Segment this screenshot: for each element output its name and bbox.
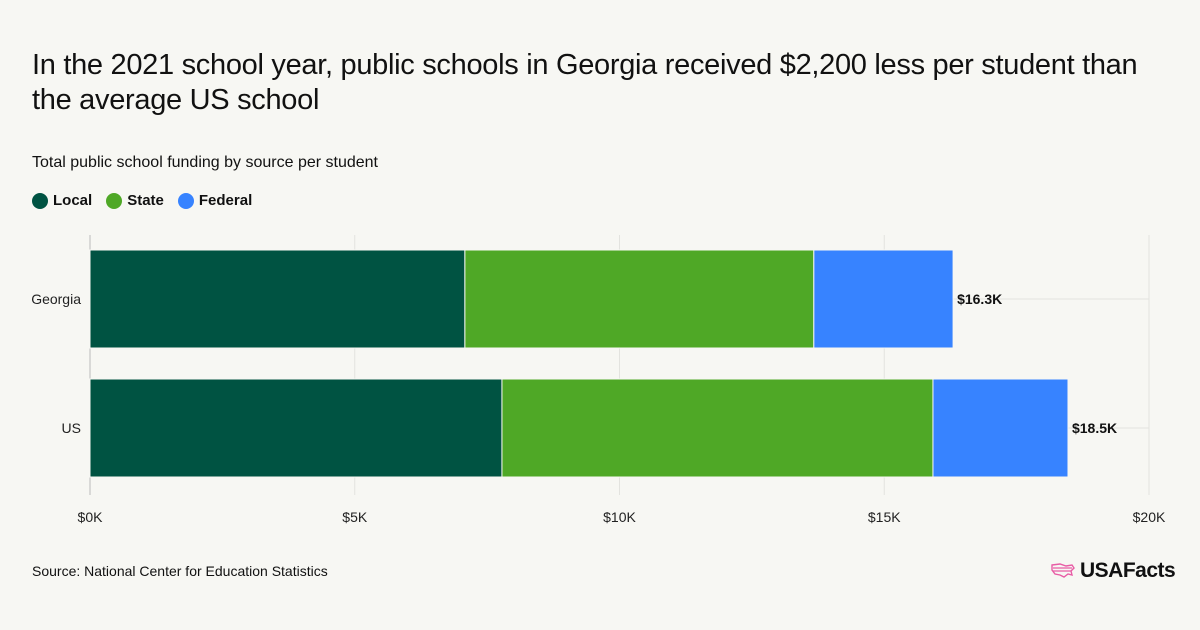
bar-local-us	[89, 378, 503, 478]
bar-local-georgia	[89, 249, 466, 349]
legend-label: Federal	[198, 192, 253, 209]
x-tick-label: $5K	[342, 509, 368, 525]
chart-title: In the 2021 school year, public schools …	[32, 49, 1138, 116]
legend-swatch	[32, 192, 48, 209]
legend-swatch	[106, 192, 123, 209]
legend-item-state: State	[106, 192, 164, 209]
total-label: $18.5K	[1072, 420, 1117, 436]
legend-label: State	[127, 192, 164, 209]
bar-federal-georgia	[813, 249, 954, 349]
total-label: $16.3K	[957, 291, 1002, 307]
y-category-label: US	[62, 420, 81, 436]
source-note: Source: National Center for Education St…	[32, 563, 328, 579]
usafacts-logo: USAFacts	[1050, 559, 1176, 583]
x-tick-label: $15K	[868, 509, 901, 525]
x-tick-label: $0K	[78, 509, 104, 525]
bar-federal-us	[932, 378, 1069, 478]
logo-text: USAFacts	[1080, 559, 1176, 582]
x-tick-label: $20K	[1133, 509, 1166, 525]
legend: Local State Federal	[32, 192, 252, 209]
legend-item-local: Local	[32, 192, 92, 209]
chart-subtitle: Total public school funding by source pe…	[32, 154, 378, 171]
bar-state-georgia	[464, 249, 815, 349]
bar-state-us	[501, 378, 934, 478]
legend-item-federal: Federal	[177, 192, 253, 209]
legend-swatch	[177, 192, 194, 209]
us-map-icon	[1051, 563, 1075, 578]
y-category-label: Georgia	[31, 291, 81, 307]
x-tick-label: $10K	[603, 509, 636, 525]
legend-label: Local	[53, 192, 93, 209]
